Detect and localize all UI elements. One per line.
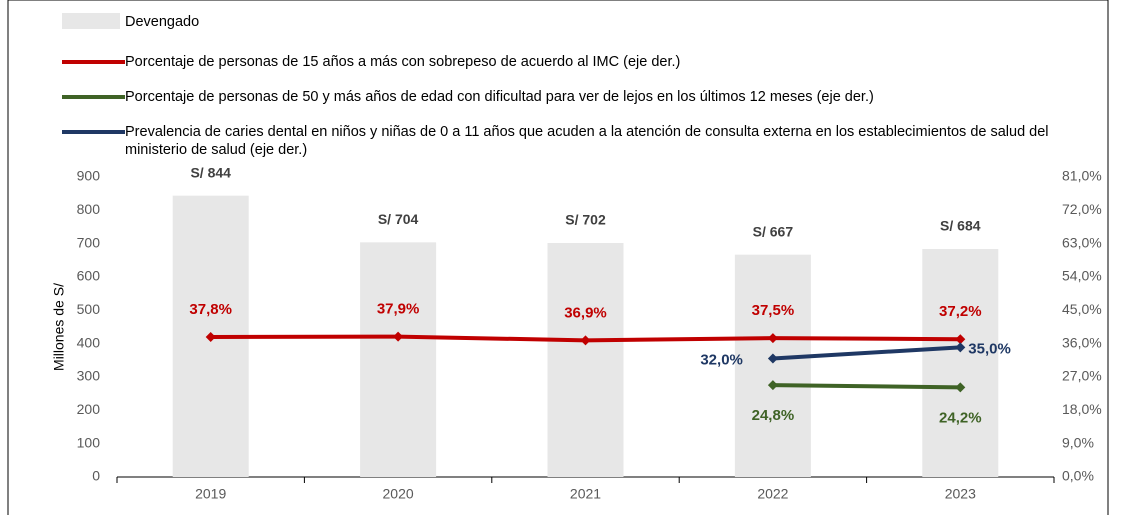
line-value-label: 24,2%	[939, 409, 982, 426]
x-tick-label: 2020	[383, 486, 414, 502]
y2-tick-label: 72,0%	[1062, 201, 1102, 217]
bar	[922, 249, 999, 477]
legend-swatch	[62, 60, 125, 64]
x-tick-label: 2021	[570, 486, 601, 502]
legend-item: Devengado	[62, 13, 1110, 31]
legend-swatch	[62, 95, 125, 99]
line-value-label: 36,9%	[564, 304, 607, 321]
line-marker	[393, 331, 404, 342]
y2-tick-label: 45,0%	[1062, 301, 1102, 317]
legend-swatch	[62, 13, 120, 29]
line-marker	[955, 382, 966, 393]
y-tick-label: 900	[77, 168, 101, 184]
line-marker	[580, 335, 591, 346]
line-value-label: 24,8%	[752, 407, 795, 424]
y2-tick-label: 9,0%	[1062, 434, 1094, 450]
line-value-label: 37,9%	[377, 301, 420, 318]
bar-value-label: S/ 704	[378, 211, 419, 227]
y-tick-label: 0	[92, 468, 100, 484]
x-tick-label: 2019	[195, 486, 226, 502]
line-value-label: 35,0%	[968, 340, 1011, 357]
line-marker	[955, 342, 966, 353]
bar-value-label: S/ 844	[190, 164, 231, 180]
line-marker	[767, 380, 778, 391]
legend-label: Devengado	[125, 14, 200, 30]
y2-tick-label: 54,0%	[1062, 268, 1102, 284]
legend-label: Porcentaje de personas de 15 años a más …	[125, 54, 681, 70]
y-tick-label: 100	[77, 434, 101, 450]
line-marker	[767, 333, 778, 344]
bar	[360, 242, 437, 477]
legend-item: Porcentaje de personas de 50 y más años …	[62, 88, 1110, 106]
y2-tick-label: 18,0%	[1062, 401, 1102, 417]
y-tick-label: 500	[77, 301, 101, 317]
y2-tick-label: 63,0%	[1062, 234, 1102, 250]
line-value-label: 37,5%	[752, 302, 795, 319]
legend-label: Porcentaje de personas de 50 y más años …	[125, 89, 874, 105]
legend-item: Porcentaje de personas de 15 años a más …	[62, 53, 1110, 71]
line-marker	[767, 353, 778, 364]
y-tick-label: 600	[77, 268, 101, 284]
legend-swatch	[62, 130, 125, 134]
bar	[547, 243, 624, 477]
y2-tick-label: 36,0%	[1062, 334, 1102, 350]
line-value-label: 37,8%	[189, 301, 232, 318]
legend-label: Prevalencia de caries dental en niños y …	[125, 124, 1049, 158]
y-tick-label: 200	[77, 401, 101, 417]
line-value-label: 32,0%	[700, 351, 743, 368]
line-value-label: 37,2%	[939, 303, 982, 320]
bar-value-label: S/ 702	[565, 212, 606, 228]
bar	[734, 254, 811, 477]
y-tick-label: 800	[77, 201, 101, 217]
y2-tick-label: 81,0%	[1062, 168, 1102, 184]
y2-tick-label: 0,0%	[1062, 468, 1094, 484]
y-axis-title: Millones de S/	[51, 283, 67, 371]
y-tick-label: 400	[77, 334, 101, 350]
line-series	[772, 345, 961, 361]
y-tick-label: 700	[77, 234, 101, 250]
x-tick-label: 2023	[945, 486, 976, 502]
legend-item: Prevalencia de caries dental en niños y …	[62, 123, 1110, 159]
line-series	[772, 383, 961, 390]
frame	[7, 0, 1109, 515]
line-marker	[205, 332, 216, 342]
bar-value-label: S/ 667	[753, 223, 794, 239]
bar-value-label: S/ 684	[940, 218, 981, 234]
y2-tick-label: 27,0%	[1062, 368, 1102, 384]
y-tick-label: 300	[77, 368, 101, 384]
x-tick-label: 2022	[757, 486, 788, 502]
line-marker	[955, 334, 966, 345]
